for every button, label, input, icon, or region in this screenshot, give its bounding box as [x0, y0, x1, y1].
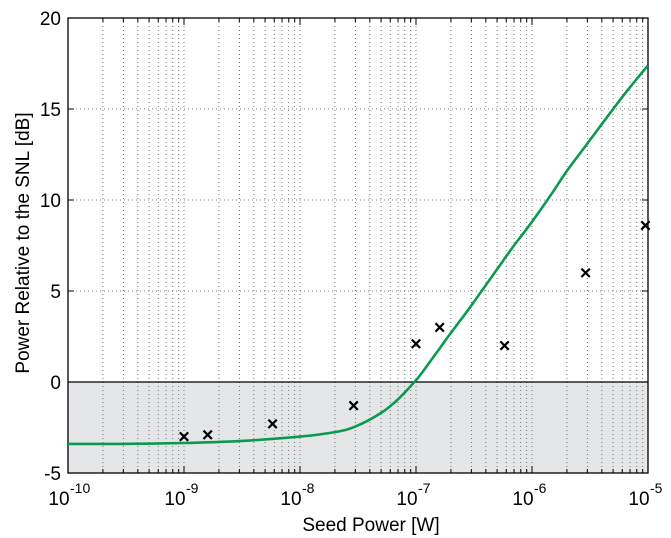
x-tick-label-base: 10 — [512, 489, 533, 510]
marker-stroke — [348, 400, 359, 411]
y-tick-label: -5 — [44, 464, 61, 485]
plot-frame-layer — [67, 17, 649, 474]
data-point-marker — [202, 429, 213, 440]
data-point-marker — [179, 431, 189, 442]
x-tick-label-exponent: -10 — [70, 480, 90, 496]
x-tick-label: 10-10 — [48, 480, 90, 510]
x-tick-label: 10-5 — [628, 480, 662, 510]
x-tick-label-exponent: -9 — [186, 480, 199, 496]
x-tick-label: 10-6 — [512, 480, 546, 510]
marker-stroke — [411, 338, 421, 349]
tick-layer — [67, 17, 649, 474]
x-tick-label-base: 10 — [48, 489, 69, 510]
x-axis-label: Seed Power [W] — [302, 515, 439, 536]
data-point-marker — [348, 400, 359, 411]
marker-stroke — [434, 322, 445, 333]
data-point-marker — [434, 322, 445, 333]
data-point-marker — [580, 267, 591, 278]
marker-layer — [179, 220, 651, 442]
y-tick-label: 15 — [40, 100, 61, 121]
y-tick-label: 10 — [40, 191, 61, 212]
y-tick-label: 20 — [40, 9, 61, 30]
x-tick-label-base: 10 — [280, 489, 301, 510]
y-tick-label: 0 — [50, 373, 61, 394]
fit-curve-layer — [68, 64, 648, 446]
fit-curve — [68, 64, 648, 446]
data-point-marker — [499, 340, 510, 351]
x-tick-label-exponent: -6 — [534, 480, 547, 496]
data-point-marker — [411, 338, 421, 349]
x-tick-label: 10-8 — [280, 480, 314, 510]
marker-stroke — [640, 220, 651, 231]
plot-frame — [67, 17, 649, 474]
marker-stroke — [179, 431, 189, 442]
x-tick-label-exponent: -5 — [650, 480, 663, 496]
x-tick-label: 10-9 — [164, 480, 198, 510]
y-tick-label: 5 — [50, 282, 61, 303]
marker-stroke — [202, 429, 213, 440]
x-tick-label-exponent: -7 — [418, 480, 431, 496]
x-tick-label: 10-7 — [396, 480, 430, 510]
x-tick-label-base: 10 — [164, 489, 185, 510]
shaded-region — [68, 382, 648, 473]
marker-stroke — [499, 340, 510, 351]
x-tick-label-base: 10 — [628, 489, 649, 510]
x-tick-label-base: 10 — [396, 489, 417, 510]
data-point-marker — [640, 220, 651, 231]
data-point-marker — [267, 418, 278, 429]
x-tick-label-exponent: -8 — [302, 480, 315, 496]
y-axis-label: Power Relative to the SNL [dB] — [13, 112, 34, 373]
shaded-region-layer — [68, 382, 648, 473]
marker-stroke — [580, 267, 591, 278]
marker-stroke — [267, 418, 278, 429]
